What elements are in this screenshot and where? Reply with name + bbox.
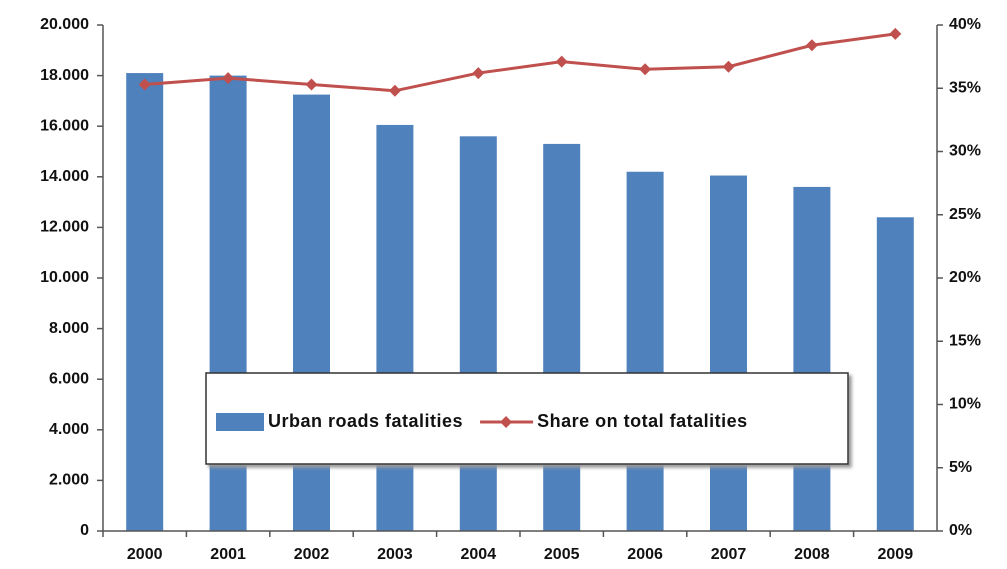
bar xyxy=(376,124,414,531)
legend-swatch xyxy=(500,416,513,428)
x-tick-label: 2001 xyxy=(210,546,246,563)
y2-tick-label: 5% xyxy=(949,459,972,476)
y-tick-label: 18.000 xyxy=(40,67,89,84)
bar xyxy=(876,217,914,531)
marker xyxy=(805,39,818,52)
y2-tick-label: 40% xyxy=(949,16,981,33)
y-tick-label: 2.000 xyxy=(49,472,89,489)
y2-tick-label: 0% xyxy=(949,522,972,539)
marker xyxy=(305,78,318,91)
y-tick-label: 14.000 xyxy=(40,168,89,185)
x-tick-label: 2006 xyxy=(627,546,663,563)
legend xyxy=(205,372,849,465)
bar xyxy=(459,136,497,531)
x-tick-label: 2008 xyxy=(794,546,830,563)
bar xyxy=(710,175,747,531)
marker xyxy=(722,60,735,73)
marker xyxy=(889,27,902,40)
bar xyxy=(293,94,330,531)
bar xyxy=(543,143,581,531)
marker xyxy=(222,72,235,85)
y-tick-label: 6.000 xyxy=(49,370,89,387)
x-tick-label: 2000 xyxy=(127,546,163,563)
y-tick-label: 12.000 xyxy=(40,219,89,236)
marker xyxy=(472,67,485,80)
y-tick-label: 0 xyxy=(80,522,89,539)
marker xyxy=(639,63,652,76)
legend-label: Urban roads fatalities xyxy=(268,411,463,431)
y2-tick-label: 30% xyxy=(949,143,981,160)
x-tick-label: 2009 xyxy=(878,546,914,563)
x-tick-label: 2002 xyxy=(294,546,330,563)
legend-swatch xyxy=(216,413,264,431)
y2-tick-label: 15% xyxy=(949,332,981,349)
y-tick-label: 20.000 xyxy=(40,16,89,33)
y-tick-label: 8.000 xyxy=(49,320,89,337)
y2-tick-label: 35% xyxy=(949,79,981,96)
y-tick-label: 10.000 xyxy=(40,269,89,286)
y-tick-label: 4.000 xyxy=(49,421,89,438)
line xyxy=(144,32,896,93)
bar xyxy=(793,186,831,532)
y2-tick-label: 20% xyxy=(949,269,981,286)
bar xyxy=(626,171,664,532)
marker xyxy=(555,55,568,68)
marker xyxy=(138,78,151,91)
y2-tick-label: 25% xyxy=(949,206,981,223)
y2-tick-label: 10% xyxy=(949,396,981,413)
x-tick-label: 2007 xyxy=(711,546,747,563)
y-tick-label: 16.000 xyxy=(40,117,89,134)
x-tick-label: 2005 xyxy=(544,546,580,563)
x-tick-label: 2004 xyxy=(461,546,497,563)
x-tick-label: 2003 xyxy=(377,546,413,563)
bar xyxy=(126,73,164,531)
marker xyxy=(388,84,401,97)
legend-label: Share on total fatalities xyxy=(537,411,748,431)
